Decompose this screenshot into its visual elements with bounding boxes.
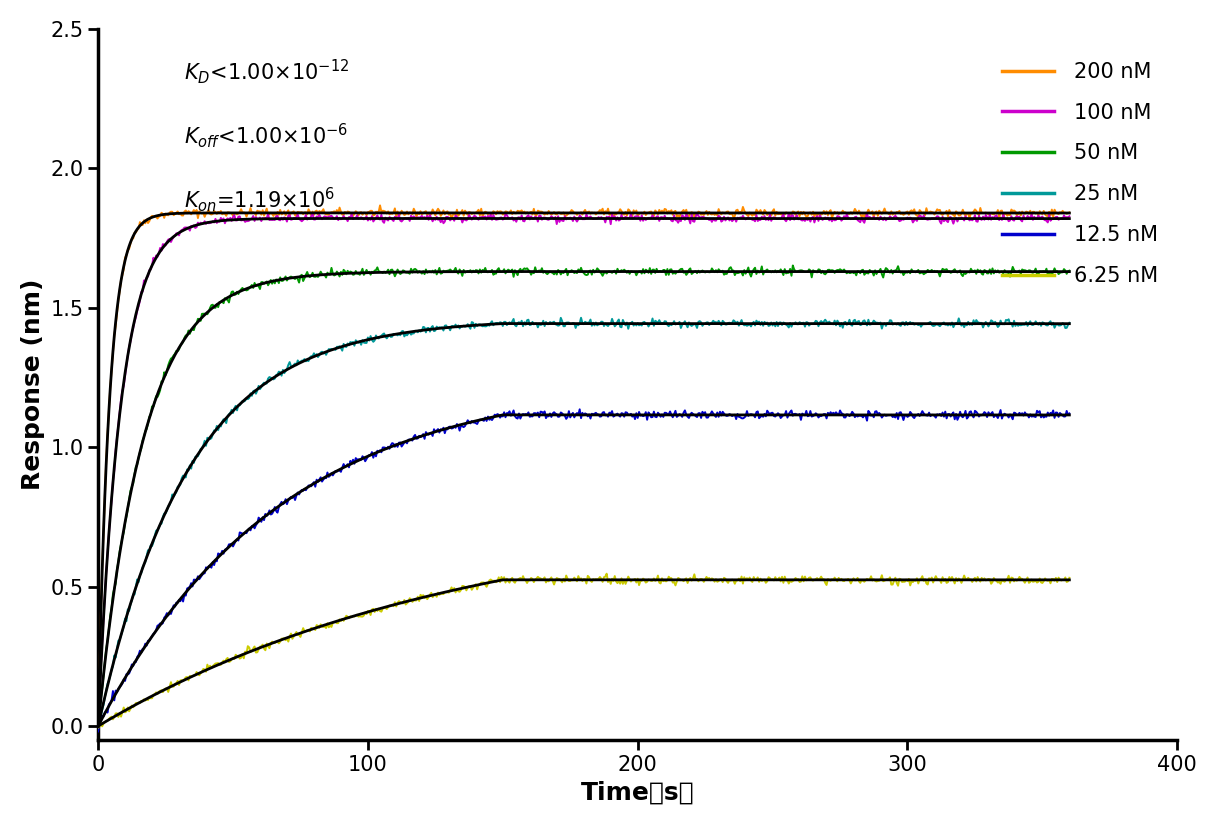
- Text: $K_{off}$<1.00×10$^{-6}$: $K_{off}$<1.00×10$^{-6}$: [184, 121, 348, 150]
- Text: $K_{on}$=1.19×10$^{6}$: $K_{on}$=1.19×10$^{6}$: [184, 186, 335, 214]
- X-axis label: Time（s）: Time（s）: [581, 780, 694, 804]
- Legend: 200 nM, 100 nM, 50 nM, 25 nM, 12.5 nM, 6.25 nM: 200 nM, 100 nM, 50 nM, 25 nM, 12.5 nM, 6…: [993, 54, 1167, 295]
- Text: $K_D$<1.00×10$^{-12}$: $K_D$<1.00×10$^{-12}$: [184, 57, 350, 86]
- Y-axis label: Response (nm): Response (nm): [21, 279, 45, 490]
